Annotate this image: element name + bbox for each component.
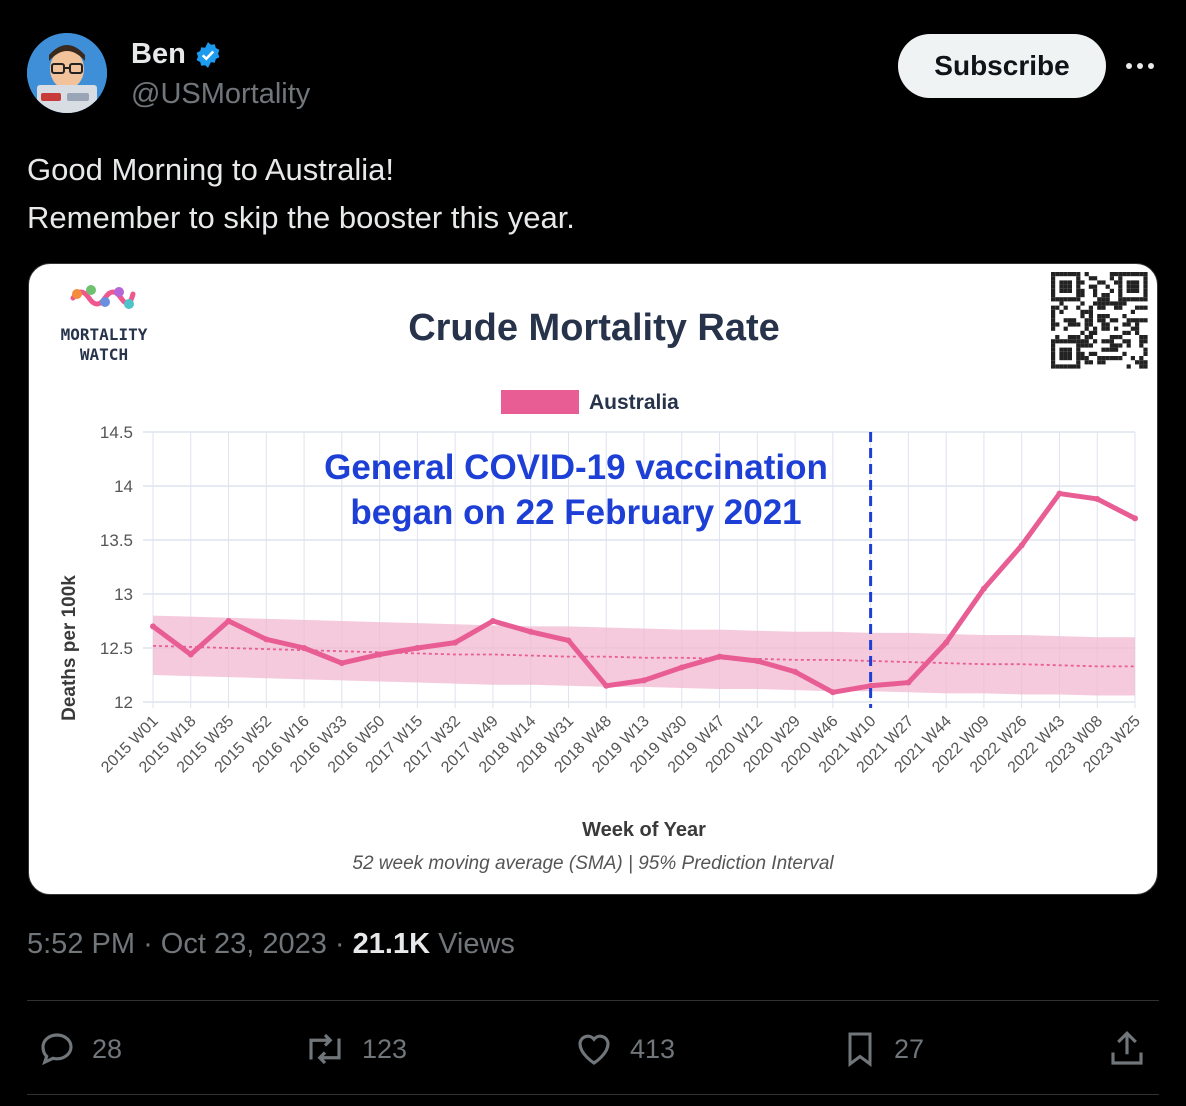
data-point (943, 639, 950, 646)
author-name[interactable]: Ben (131, 38, 186, 70)
data-point (641, 677, 647, 684)
y-axis-label: Deaths per 100k (59, 575, 80, 721)
data-point (980, 585, 987, 592)
data-point (527, 628, 534, 635)
bookmark-button[interactable]: 27 (840, 1024, 924, 1074)
tweet-line: Good Morning to Australia! (27, 152, 395, 187)
data-point (867, 682, 874, 689)
data-point (905, 679, 912, 686)
data-point (338, 660, 345, 667)
divider (27, 1000, 1159, 1001)
divider (27, 1094, 1159, 1095)
data-point (301, 645, 308, 651)
bookmark-count: 27 (894, 1033, 925, 1064)
meta-separator: · (334, 928, 353, 960)
data-point (376, 651, 383, 658)
data-point (754, 657, 761, 664)
tweet-line: Remember to skip the booster this year. (27, 200, 575, 235)
bookmark-icon (848, 1032, 872, 1067)
share-button[interactable] (1106, 1024, 1148, 1074)
tweet-meta: 5:52 PM · Oct 23, 2023 · 21.1K Views (27, 928, 515, 961)
heart-icon (578, 1034, 610, 1065)
y-tick-label: 14 (114, 477, 133, 496)
tweet-text: Good Morning to Australia! Remember to s… (27, 146, 575, 242)
x-axis-label: Week of Year (582, 819, 706, 841)
reply-icon (41, 1033, 73, 1066)
chart-subtitle: 52 week moving average (SMA) | 95% Predi… (352, 853, 834, 874)
data-point (150, 623, 156, 630)
data-point (414, 645, 421, 651)
views-label: Views (438, 928, 515, 960)
retweet-count: 123 (362, 1033, 408, 1064)
logo-text: MORTALITY (61, 325, 148, 344)
vaccination-annotation: began on 22 February 2021 (350, 493, 801, 532)
data-point (678, 664, 685, 671)
data-point (1056, 490, 1063, 497)
y-tick-label: 13 (114, 585, 133, 604)
y-tick-label: 13.5 (100, 531, 133, 550)
share-icon (1111, 1031, 1143, 1065)
chart-image-card[interactable]: MORTALITY WATCH Crude Mortality Rate Aus… (28, 263, 1158, 895)
data-point (603, 682, 610, 689)
y-tick-label: 12 (114, 693, 133, 712)
subscribe-button[interactable]: Subscribe (898, 34, 1106, 98)
mortality-watch-logo: MORTALITY WATCH (61, 285, 148, 364)
legend-label: Australia (589, 391, 679, 414)
logo-text: WATCH (80, 345, 128, 364)
y-tick-label: 12.5 (100, 639, 133, 658)
data-point (263, 636, 270, 643)
data-point (187, 651, 194, 658)
memoji-avatar-icon (27, 33, 107, 113)
qr-code-icon (1051, 272, 1148, 369)
data-point (565, 637, 572, 644)
more-options-icon[interactable] (1122, 46, 1158, 86)
reply-button[interactable]: 28 (36, 1024, 122, 1074)
vaccination-annotation: General COVID-19 vaccination (324, 448, 828, 487)
data-point (792, 668, 799, 675)
like-count: 413 (630, 1033, 676, 1064)
data-point (489, 618, 496, 624)
data-point (716, 653, 723, 660)
data-point (829, 689, 836, 696)
prediction-interval-band (153, 615, 1135, 696)
chart-title: Crude Mortality Rate (408, 307, 780, 349)
tweet-date[interactable]: Oct 23, 2023 (160, 928, 327, 960)
retweet-button[interactable]: 123 (302, 1024, 407, 1074)
tweet-time[interactable]: 5:52 PM (27, 928, 135, 960)
author-handle[interactable]: @USMortality (131, 78, 311, 110)
reply-count: 28 (92, 1033, 123, 1064)
views-count: 21.1K (352, 928, 431, 960)
verified-badge-icon (196, 41, 220, 68)
meta-separator: · (143, 928, 161, 960)
retweet-icon (309, 1033, 341, 1065)
author-name-row[interactable]: Ben (131, 38, 222, 71)
data-point (452, 639, 459, 646)
mortality-chart: MORTALITY WATCH Crude Mortality Rate Aus… (59, 272, 1148, 874)
y-tick-label: 14.5 (100, 423, 133, 442)
legend-swatch (501, 390, 579, 414)
like-button[interactable]: 413 (572, 1024, 675, 1074)
data-point (1094, 495, 1101, 502)
avatar[interactable] (27, 33, 107, 113)
data-point (1132, 515, 1138, 522)
data-point (1018, 542, 1025, 549)
data-point (225, 618, 232, 624)
